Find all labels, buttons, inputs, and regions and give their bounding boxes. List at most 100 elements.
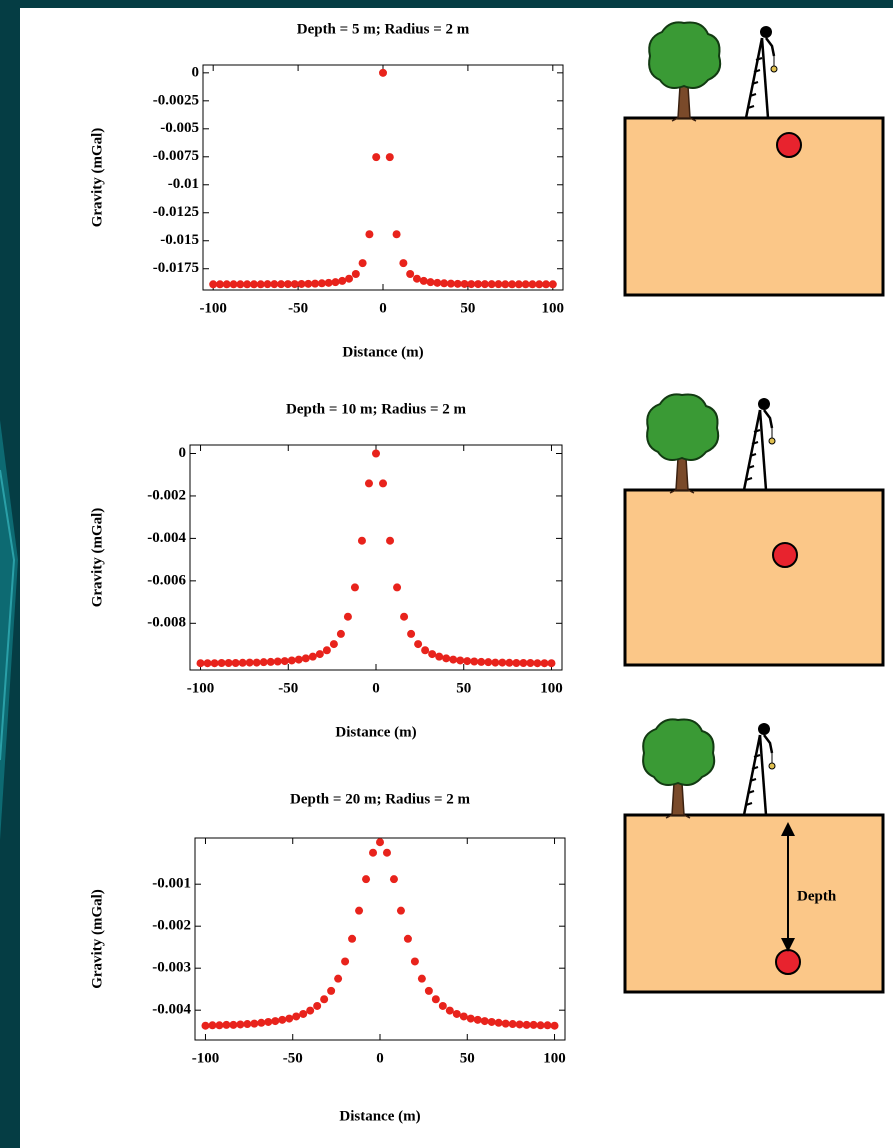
data-point <box>323 646 331 654</box>
data-point <box>509 1020 517 1028</box>
data-point <box>470 658 478 666</box>
data-point <box>446 1007 454 1015</box>
data-point <box>201 1022 209 1030</box>
y-tick-label: -0.0175 <box>153 260 199 276</box>
data-point <box>418 975 426 983</box>
data-point <box>281 657 289 665</box>
data-point <box>359 259 367 267</box>
x-tick-label: 100 <box>543 1050 566 1066</box>
data-point <box>239 659 247 667</box>
data-point <box>411 957 419 965</box>
data-point <box>432 995 440 1003</box>
data-point <box>533 659 541 667</box>
data-point <box>362 875 370 883</box>
x-axis-label: Distance (m) <box>339 1108 420 1124</box>
data-point <box>442 654 450 662</box>
data-point <box>218 659 226 667</box>
data-point <box>197 659 205 667</box>
data-point <box>383 849 391 857</box>
y-tick-label: -0.002 <box>147 487 186 503</box>
data-point <box>344 613 352 621</box>
x-tick-label: 0 <box>379 300 387 316</box>
data-point <box>390 875 398 883</box>
y-tick-label: -0.0075 <box>153 148 199 164</box>
x-tick-label: -50 <box>278 680 298 696</box>
x-tick-label: -50 <box>283 1050 303 1066</box>
x-tick-label: -100 <box>199 300 227 316</box>
data-point <box>439 1002 447 1010</box>
data-point <box>488 1018 496 1026</box>
y-tick-label: 0 <box>192 64 200 80</box>
data-point <box>386 153 394 161</box>
x-tick-label: 50 <box>460 300 475 316</box>
data-point <box>406 270 414 278</box>
data-point <box>505 659 513 667</box>
data-point <box>341 957 349 965</box>
data-point <box>400 613 408 621</box>
y-tick-label: -0.004 <box>152 1002 191 1018</box>
data-point <box>376 838 384 846</box>
data-point <box>236 1020 244 1028</box>
page: Depth Depth = 5 m; Radius = 2 mDistance … <box>0 0 893 1148</box>
data-point <box>316 650 324 658</box>
y-tick-label: -0.004 <box>147 530 186 546</box>
data-point <box>379 479 387 487</box>
data-point <box>243 1020 251 1028</box>
x-axis-label: Distance (m) <box>335 724 416 740</box>
data-point <box>498 659 506 667</box>
data-point <box>477 658 485 666</box>
x-axis-label: Distance (m) <box>342 344 423 360</box>
data-point <box>512 659 520 667</box>
data-point <box>267 658 275 666</box>
data-point <box>278 1016 286 1024</box>
data-point <box>449 656 457 664</box>
data-point <box>495 1019 503 1027</box>
data-point <box>491 659 499 667</box>
data-point <box>393 583 401 591</box>
data-point <box>345 275 353 283</box>
data-point <box>372 449 380 457</box>
data-point <box>352 270 360 278</box>
x-tick-label: 0 <box>376 1050 384 1066</box>
data-point <box>311 280 319 288</box>
data-point <box>337 630 345 638</box>
data-point <box>537 1021 545 1029</box>
data-point <box>264 1018 272 1026</box>
x-tick-label: 0 <box>372 680 380 696</box>
data-point <box>253 659 261 667</box>
data-point <box>271 1017 279 1025</box>
data-point <box>313 1002 321 1010</box>
data-point <box>334 975 342 983</box>
data-point <box>369 849 377 857</box>
y-tick-label: 0 <box>179 445 187 461</box>
data-point <box>260 658 268 666</box>
data-point <box>421 646 429 654</box>
slide: Depth Depth = 5 m; Radius = 2 mDistance … <box>0 0 893 1148</box>
data-point <box>549 280 557 288</box>
data-point <box>414 640 422 648</box>
chart-title: Depth = 20 m; Radius = 2 m <box>290 791 471 807</box>
data-point <box>358 537 366 545</box>
data-point <box>413 275 421 283</box>
data-point <box>547 659 555 667</box>
data-point <box>295 656 303 664</box>
data-point <box>372 153 380 161</box>
y-axis-label: Gravity (mGal) <box>89 508 105 608</box>
x-tick-label: -100 <box>192 1050 220 1066</box>
data-point <box>274 658 282 666</box>
data-point <box>318 279 326 287</box>
x-tick-label: 50 <box>460 1050 475 1066</box>
data-point <box>460 1012 468 1020</box>
y-tick-label: -0.0025 <box>153 92 199 108</box>
data-point <box>351 583 359 591</box>
data-point <box>386 537 394 545</box>
data-point <box>484 658 492 666</box>
x-tick-label: 100 <box>540 680 563 696</box>
data-point <box>544 1021 552 1029</box>
data-point <box>309 653 317 661</box>
data-point <box>440 279 448 287</box>
data-point <box>250 1020 258 1028</box>
data-point <box>474 1016 482 1024</box>
data-point <box>320 995 328 1003</box>
data-point <box>467 1015 475 1023</box>
